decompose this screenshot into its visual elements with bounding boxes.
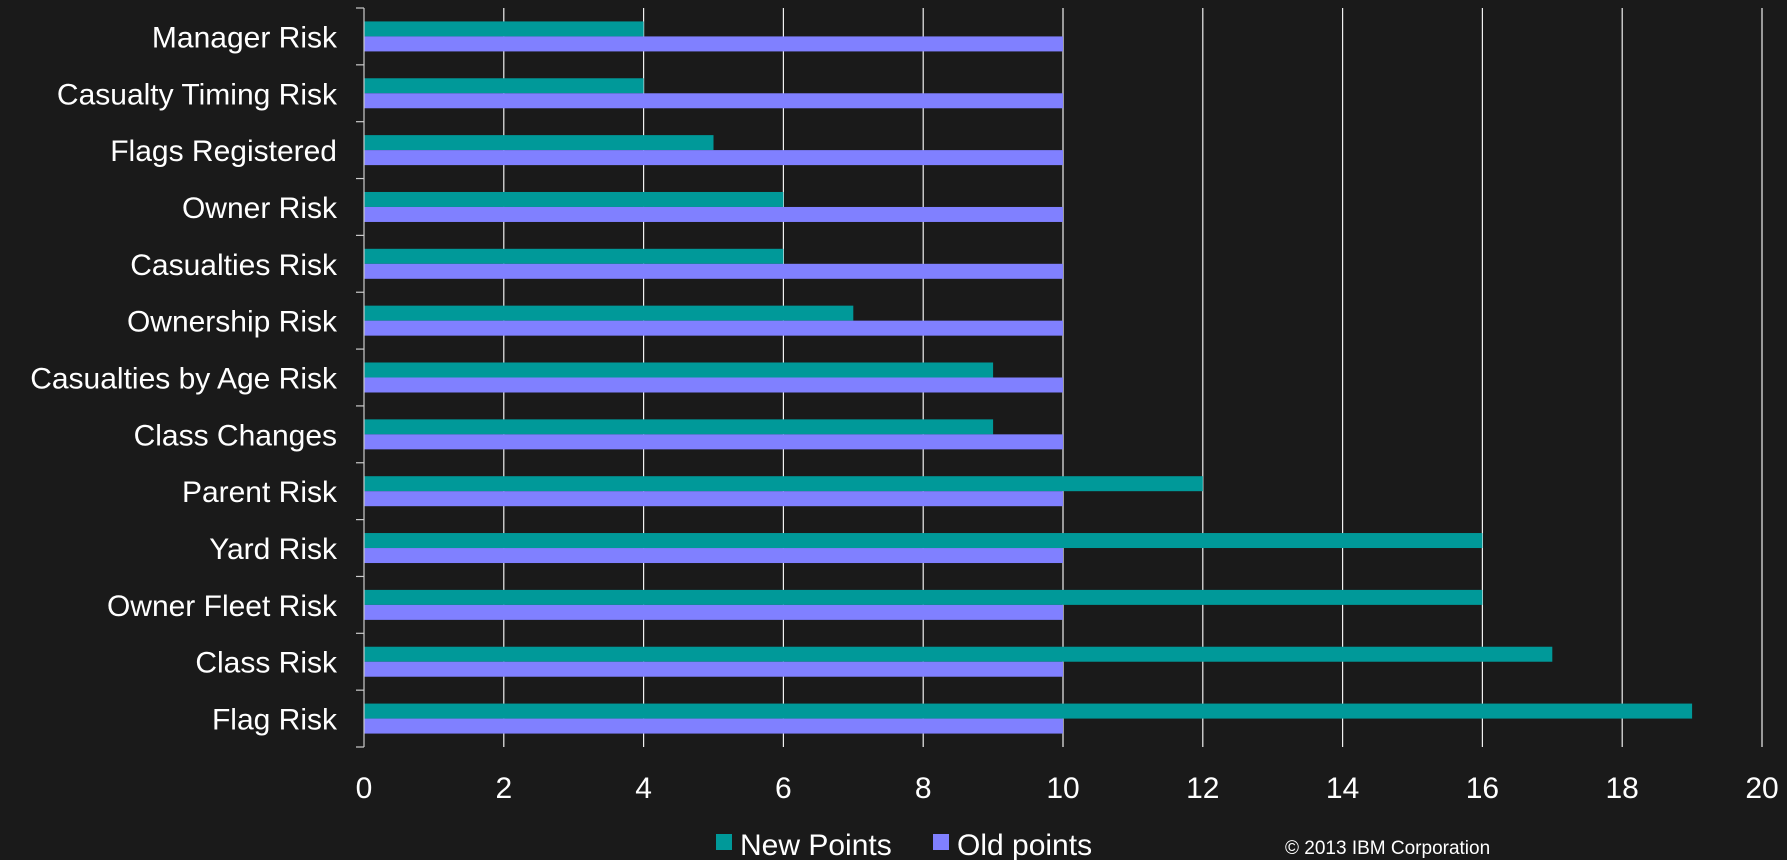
bar-old-points bbox=[364, 36, 1063, 52]
bar-new-points bbox=[364, 21, 644, 37]
bar-new-points bbox=[364, 305, 854, 321]
category-label: Manager Risk bbox=[152, 21, 338, 54]
bar-new-points bbox=[364, 78, 644, 94]
category-label: Class Changes bbox=[134, 419, 337, 452]
bar-old-points bbox=[364, 434, 1063, 450]
bar-new-points bbox=[364, 646, 1553, 662]
bar-new-points bbox=[364, 476, 1203, 492]
x-tick-label: 2 bbox=[495, 772, 512, 805]
x-tick-label: 0 bbox=[356, 772, 373, 805]
bar-old-points bbox=[364, 206, 1063, 222]
bar-old-points bbox=[364, 491, 1063, 507]
x-tick-label: 18 bbox=[1606, 772, 1639, 805]
bar-new-points bbox=[364, 703, 1693, 719]
legend-swatch bbox=[716, 834, 732, 850]
bar-old-points bbox=[364, 661, 1063, 677]
x-tick-label: 4 bbox=[635, 772, 652, 805]
x-tick-label: 20 bbox=[1745, 772, 1778, 805]
bar-old-points bbox=[364, 548, 1063, 564]
axes bbox=[356, 7, 365, 748]
category-label: Casualties Risk bbox=[130, 249, 338, 282]
category-label: Yard Risk bbox=[209, 533, 338, 566]
x-tick-label: 12 bbox=[1186, 772, 1219, 805]
bar-old-points bbox=[364, 604, 1063, 620]
x-tick-label: 16 bbox=[1466, 772, 1499, 805]
legend: New Points Old points bbox=[716, 829, 1092, 860]
bar-old-points bbox=[364, 377, 1063, 393]
bar-old-points bbox=[364, 263, 1063, 279]
legend-label: Old points bbox=[957, 829, 1092, 860]
category-label: Flags Registered bbox=[110, 135, 337, 168]
category-label: Class Risk bbox=[195, 647, 338, 680]
bars bbox=[364, 21, 1693, 734]
legend-label: New Points bbox=[740, 829, 892, 860]
bar-old-points bbox=[364, 718, 1063, 734]
legend-swatch bbox=[933, 834, 949, 850]
bar-new-points bbox=[364, 589, 1483, 605]
x-tick-label: 14 bbox=[1326, 772, 1359, 805]
bar-old-points bbox=[364, 150, 1063, 166]
category-label: Flag Risk bbox=[212, 704, 338, 737]
copyright-text: © 2013 IBM Corporation bbox=[1285, 838, 1490, 859]
category-label: Casualty Timing Risk bbox=[57, 78, 338, 111]
bar-new-points bbox=[364, 248, 784, 264]
category-label: Casualties by Age Risk bbox=[30, 363, 338, 396]
x-tick-label: 8 bbox=[915, 772, 932, 805]
bar-new-points bbox=[364, 419, 994, 435]
category-label: Owner Risk bbox=[182, 192, 338, 225]
bar-old-points bbox=[364, 93, 1063, 109]
bar-new-points bbox=[364, 533, 1483, 549]
category-labels: Manager Risk Casualty Timing Risk Flags Re… bbox=[30, 21, 338, 736]
category-label: Owner Fleet Risk bbox=[107, 590, 338, 623]
bar-new-points bbox=[364, 135, 714, 151]
category-label: Parent Risk bbox=[182, 476, 338, 509]
x-tick-label: 6 bbox=[775, 772, 792, 805]
x-tick-label: 10 bbox=[1046, 772, 1079, 805]
category-label: Ownership Risk bbox=[127, 306, 338, 339]
bar-new-points bbox=[364, 191, 784, 207]
bar-new-points bbox=[364, 362, 994, 378]
bar-old-points bbox=[364, 320, 1063, 336]
tick-labels: 0 2 4 6 8 10 12 14 16 18 20 bbox=[356, 772, 1779, 805]
